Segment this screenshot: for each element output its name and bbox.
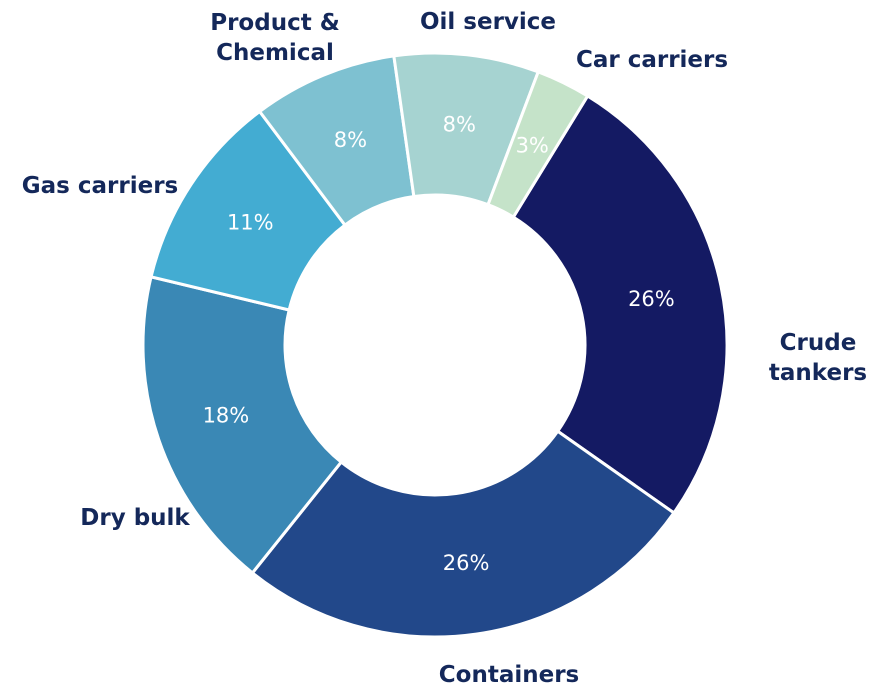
category-label: Oil service [419,9,557,35]
value-label: 8% [443,112,476,136]
category-label: Containers [438,662,580,688]
value-label: 26% [443,551,490,575]
category-label: Crude tankers [768,330,868,386]
donut-slice [141,275,344,575]
value-label: 26% [628,287,675,311]
category-label: Car carriers [575,47,729,73]
category-label: Dry bulk [80,505,190,531]
value-label: 3% [516,134,549,158]
donut-slice [486,69,590,220]
donut-slice [250,429,676,639]
category-label: Product & Chemical [210,10,340,66]
category-label: Gas carriers [21,173,179,199]
value-label: 11% [227,211,274,235]
donut-slice [511,93,729,515]
value-label: 18% [203,404,250,428]
value-label: 8% [334,128,367,152]
